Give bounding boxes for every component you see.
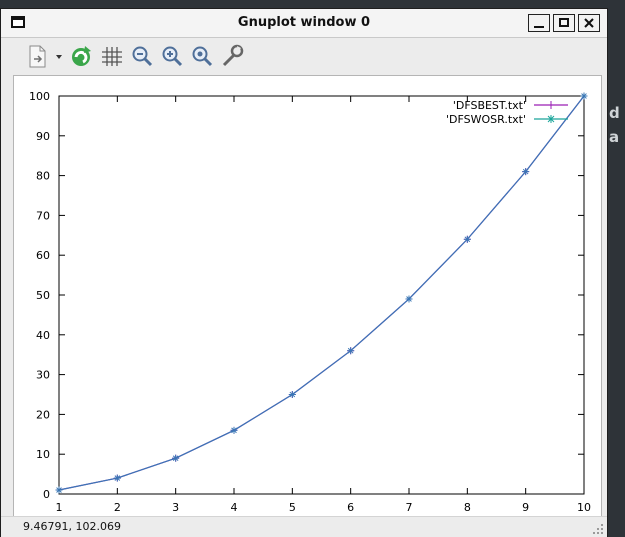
x-tick-label: 10 [577,501,591,514]
data-point [405,295,413,303]
y-tick-label: 0 [43,488,50,501]
export-button[interactable] [25,42,65,70]
x-tick-label: 4 [231,501,238,514]
y-tick-label: 40 [36,329,50,342]
options-icon [222,44,244,67]
x-tick-label: 7 [406,501,413,514]
zoom-in-button[interactable] [159,42,187,70]
zoom-out-icon [132,46,153,67]
toolbar [1,38,607,74]
y-tick-label: 70 [36,209,50,222]
y-tick-label: 90 [36,130,50,143]
y-tick-label: 20 [36,408,50,421]
x-tick-label: 3 [172,501,179,514]
data-point [522,168,530,176]
zoom-in-icon [162,46,183,67]
close-icon [584,18,594,28]
y-tick-label: 50 [36,289,50,302]
minimize-button[interactable] [528,14,550,32]
status-bar: 9.46791, 102.069 [1,516,607,537]
x-tick-label: 1 [56,501,63,514]
grid-button[interactable] [99,42,125,70]
options-button[interactable] [219,42,247,70]
maximize-button[interactable] [553,14,575,32]
plot-canvas[interactable]: 1 2 3 4 5 6 7 8 9 100102030405060708090100'DFSBES… [14,76,603,518]
x-tick-label: 9 [522,501,529,514]
series-line-2 [58,95,585,491]
x-tick-label: 2 [114,501,121,514]
data-point [172,454,180,462]
data-point [113,474,121,482]
legend-label: 'DFSWOSR.txt' [446,113,526,126]
plot-border [58,95,585,495]
y-tick-label: 30 [36,369,50,382]
plot-area[interactable]: 1 2 3 4 5 6 7 8 9 10 0 10 20 30 40 50 60 70 80 90 100 'DFSBES… [13,75,602,517]
title-bar[interactable]: Gnuplot window 0 [1,9,607,38]
window-menu-icon[interactable] [11,16,25,28]
data-point [230,426,238,434]
data-point [463,235,471,243]
series-line-1 [58,95,585,491]
data-point [55,486,63,494]
y-tick-label: 100 [29,90,50,103]
y-tick-label: 80 [36,170,50,183]
export-icon [29,45,62,68]
background-text-fragment: a [609,128,620,146]
legend-label: 'DFSBEST.txt' [453,99,526,112]
grid-icon [102,47,122,66]
x-tick-label: 8 [464,501,471,514]
zoom-reset-icon [192,46,213,67]
resize-grip-icon[interactable] [593,524,603,534]
legend-marker [547,115,555,123]
x-tick-label: 5 [289,501,296,514]
y-tick-label: 10 [36,448,50,461]
data-point [580,92,588,100]
data-point [347,347,355,355]
zoom-out-button[interactable] [129,42,157,70]
zoom-reset-button[interactable] [189,42,217,70]
gnuplot-window: Gnuplot window 0 [0,8,608,537]
replot-button[interactable] [69,42,95,70]
x-tick-label: 6 [347,501,354,514]
cursor-coordinates: 9.46791, 102.069 [23,520,121,533]
data-point [288,391,296,398]
replot-icon [72,46,91,66]
background-text-fragment: d [609,104,620,122]
close-button[interactable] [578,14,600,32]
window-title: Gnuplot window 0 [237,15,371,30]
y-tick-label: 60 [36,249,50,262]
